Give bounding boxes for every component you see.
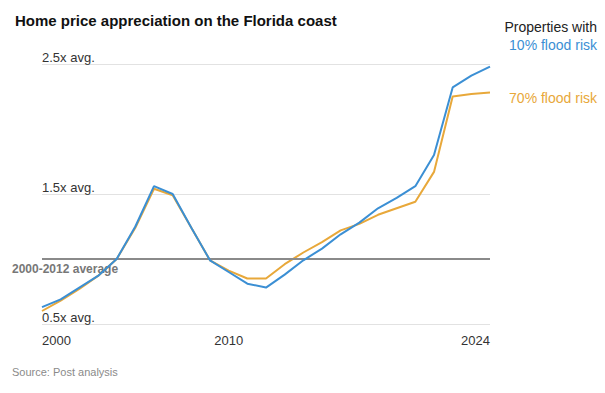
- svg-text:10% flood risk: 10% flood risk: [509, 37, 598, 53]
- svg-text:70% flood risk: 70% flood risk: [509, 90, 598, 106]
- svg-text:2000-2012 average: 2000-2012 average: [12, 262, 118, 276]
- svg-text:Home price appreciation on the: Home price appreciation on the Florida c…: [15, 12, 337, 29]
- svg-text:2010: 2010: [214, 333, 243, 348]
- svg-text:2024: 2024: [461, 333, 490, 348]
- svg-text:0.5x avg.: 0.5x avg.: [42, 310, 95, 325]
- svg-text:2000: 2000: [42, 333, 71, 348]
- svg-text:Properties with: Properties with: [504, 19, 597, 35]
- svg-text:1.5x avg.: 1.5x avg.: [42, 180, 95, 195]
- svg-text:2.5x avg.: 2.5x avg.: [42, 50, 95, 65]
- svg-text:Source: Post analysis: Source: Post analysis: [12, 366, 118, 378]
